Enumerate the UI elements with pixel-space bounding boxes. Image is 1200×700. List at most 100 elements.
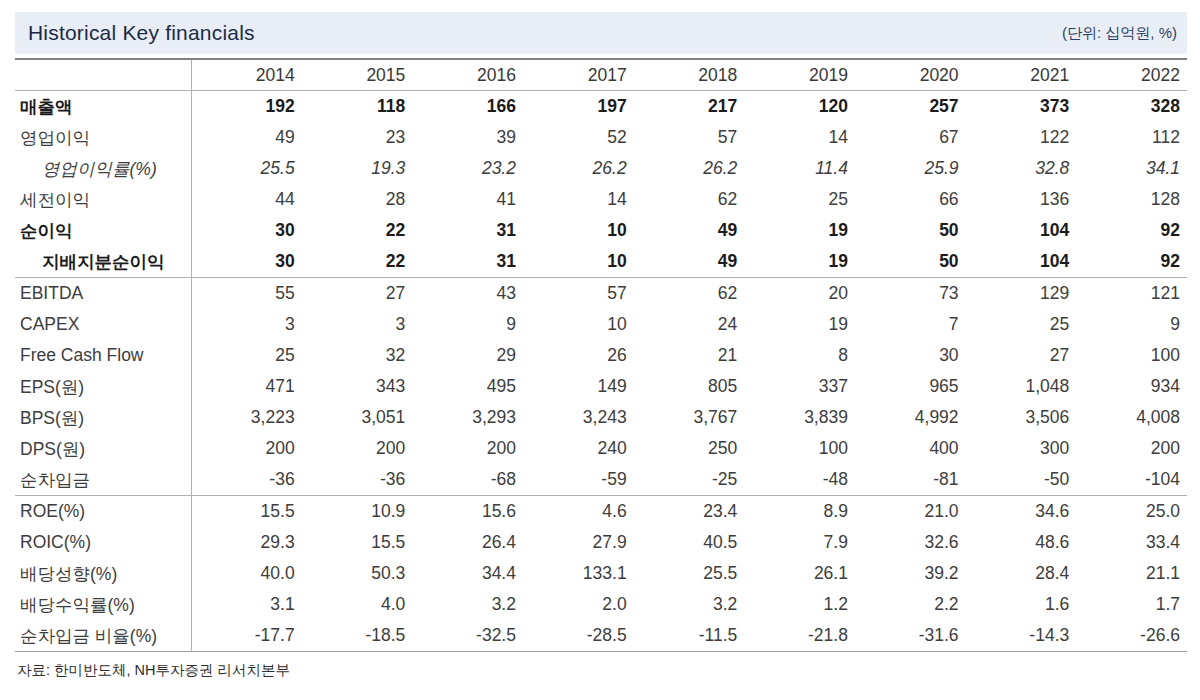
value-cell: 19 xyxy=(744,309,855,340)
table-row: 순차입금 비율(%)-17.7-18.5-32.5-28.5-11.5-21.8… xyxy=(15,620,1187,652)
value-cell: 3 xyxy=(302,309,413,340)
report-page: Historical Key financials (단위: 십억원, %) 2… xyxy=(0,0,1200,700)
value-cell: 14 xyxy=(744,122,855,153)
value-cell: 27.9 xyxy=(523,527,634,558)
value-cell: 92 xyxy=(1076,246,1187,278)
value-cell: 22 xyxy=(302,215,413,246)
row-label: 순차입금 xyxy=(15,464,191,496)
table-body: 매출액192118166197217120257373328영업이익492339… xyxy=(15,91,1187,652)
year-header-2014: 2014 xyxy=(191,60,302,91)
row-label: 배당성향(%) xyxy=(15,558,191,589)
value-cell: 19.3 xyxy=(302,153,413,184)
row-label: BPS(원) xyxy=(15,402,191,433)
value-cell: 4.0 xyxy=(302,589,413,620)
value-cell: 55 xyxy=(191,278,302,310)
value-cell: 118 xyxy=(302,91,413,123)
table-row: BPS(원)3,2233,0513,2933,2433,7673,8394,99… xyxy=(15,402,1187,433)
year-header-2019: 2019 xyxy=(744,60,855,91)
value-cell: 112 xyxy=(1076,122,1187,153)
row-label: CAPEX xyxy=(15,309,191,340)
year-header-2016: 2016 xyxy=(412,60,523,91)
value-cell: 27 xyxy=(302,278,413,310)
value-cell: 121 xyxy=(1076,278,1187,310)
value-cell: 2.2 xyxy=(855,589,966,620)
value-cell: 43 xyxy=(412,278,523,310)
table-row: 지배지분순이익3022311049195010492 xyxy=(15,246,1187,278)
row-label: 세전이익 xyxy=(15,184,191,215)
value-cell: 50 xyxy=(855,215,966,246)
value-cell: 20 xyxy=(744,278,855,310)
value-cell: 25 xyxy=(966,309,1077,340)
row-label: 순차입금 비율(%) xyxy=(15,620,191,652)
value-cell: 21.1 xyxy=(1076,558,1187,589)
value-cell: 200 xyxy=(302,433,413,464)
value-cell: 62 xyxy=(634,184,745,215)
value-cell: 26.4 xyxy=(412,527,523,558)
value-cell: 3,839 xyxy=(744,402,855,433)
value-cell: 3.1 xyxy=(191,589,302,620)
year-header-2018: 2018 xyxy=(634,60,745,91)
row-label: ROE(%) xyxy=(15,496,191,528)
table-row: EPS(원)4713434951498053379651,048934 xyxy=(15,371,1187,402)
value-cell: 3,223 xyxy=(191,402,302,433)
value-cell: 100 xyxy=(744,433,855,464)
value-cell: -18.5 xyxy=(302,620,413,652)
value-cell: 26.1 xyxy=(744,558,855,589)
value-cell: 28.4 xyxy=(966,558,1077,589)
table-row: 배당성향(%)40.050.334.4133.125.526.139.228.4… xyxy=(15,558,1187,589)
value-cell: 25.5 xyxy=(191,153,302,184)
year-header-2015: 2015 xyxy=(302,60,413,91)
value-cell: 166 xyxy=(412,91,523,123)
value-cell: 32 xyxy=(302,340,413,371)
value-cell: -59 xyxy=(523,464,634,496)
value-cell: 32.6 xyxy=(855,527,966,558)
value-cell: 62 xyxy=(634,278,745,310)
value-cell: 3.2 xyxy=(634,589,745,620)
unit-note: (단위: 십억원, %) xyxy=(1062,24,1177,43)
value-cell: 41 xyxy=(412,184,523,215)
value-cell: 133.1 xyxy=(523,558,634,589)
value-cell: 328 xyxy=(1076,91,1187,123)
value-cell: 22 xyxy=(302,246,413,278)
value-cell: 104 xyxy=(966,246,1077,278)
value-cell: 40.5 xyxy=(634,527,745,558)
value-cell: 25 xyxy=(191,340,302,371)
value-cell: -50 xyxy=(966,464,1077,496)
value-cell: 4,992 xyxy=(855,402,966,433)
table-row: 순이익3022311049195010492 xyxy=(15,215,1187,246)
value-cell: 57 xyxy=(523,278,634,310)
table-title: Historical Key financials xyxy=(28,21,255,45)
value-cell: 343 xyxy=(302,371,413,402)
value-cell: -25 xyxy=(634,464,745,496)
table-header: 201420152016201720182019202020212022 xyxy=(15,60,1187,91)
value-cell: 49 xyxy=(634,215,745,246)
value-cell: 3 xyxy=(191,309,302,340)
value-cell: 48.6 xyxy=(966,527,1077,558)
value-cell: 3,767 xyxy=(634,402,745,433)
table-row: 영업이익49233952571467122112 xyxy=(15,122,1187,153)
value-cell: -48 xyxy=(744,464,855,496)
value-cell: 1.6 xyxy=(966,589,1077,620)
value-cell: 15.5 xyxy=(191,496,302,528)
row-label-header xyxy=(15,60,191,91)
value-cell: 25.9 xyxy=(855,153,966,184)
value-cell: 49 xyxy=(191,122,302,153)
table-row: ROE(%)15.510.915.64.623.48.921.034.625.0 xyxy=(15,496,1187,528)
value-cell: -21.8 xyxy=(744,620,855,652)
value-cell: 27 xyxy=(966,340,1077,371)
value-cell: 149 xyxy=(523,371,634,402)
row-label: EPS(원) xyxy=(15,371,191,402)
value-cell: 7 xyxy=(855,309,966,340)
value-cell: 39.2 xyxy=(855,558,966,589)
value-cell: 9 xyxy=(412,309,523,340)
value-cell: 934 xyxy=(1076,371,1187,402)
financials-table: 201420152016201720182019202020212022 매출액… xyxy=(15,60,1187,652)
year-header-2021: 2021 xyxy=(966,60,1077,91)
value-cell: 136 xyxy=(966,184,1077,215)
year-header-2020: 2020 xyxy=(855,60,966,91)
value-cell: 1.2 xyxy=(744,589,855,620)
value-cell: 3,051 xyxy=(302,402,413,433)
row-label: 매출액 xyxy=(15,91,191,123)
row-label: ROIC(%) xyxy=(15,527,191,558)
table-row: DPS(원)200200200240250100400300200 xyxy=(15,433,1187,464)
